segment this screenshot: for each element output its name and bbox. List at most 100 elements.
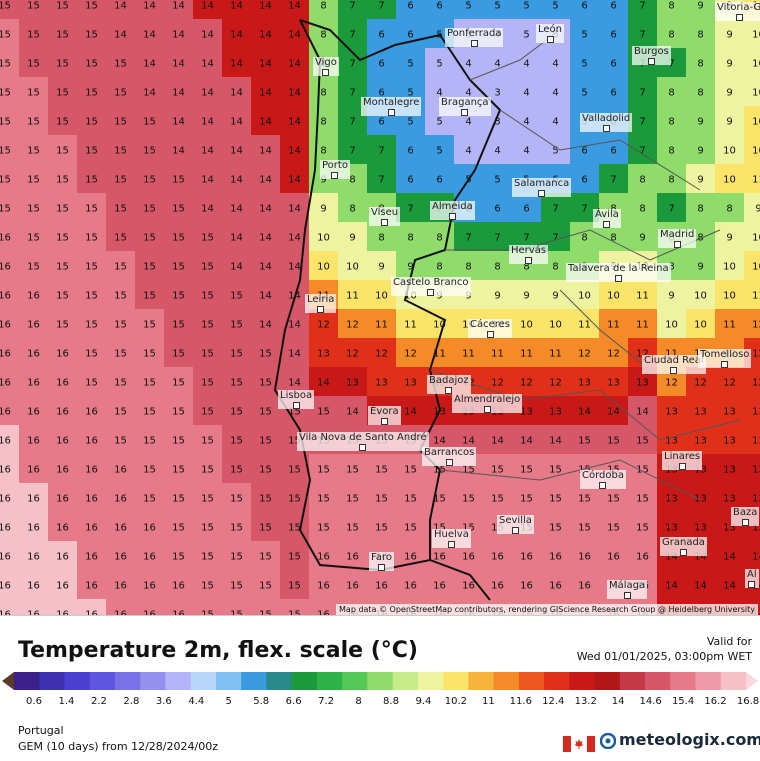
temperature-map[interactable]: 15 15 15 15 14 14 14 14 14 14 14 8 7 7 6 6 5 5 5 5 6 6 7 8 9 9 10 1… bbox=[0, 0, 760, 615]
temperature-cell bbox=[48, 512, 78, 542]
temperature-value: 16 bbox=[143, 523, 156, 534]
temperature-cell bbox=[222, 599, 252, 615]
temperature-value: 12 bbox=[665, 378, 678, 389]
scale-tick-label: 16.2 bbox=[704, 696, 727, 707]
temperature-value: 8 bbox=[407, 233, 413, 244]
temperature-value: 8 bbox=[668, 88, 674, 99]
temperature-value: 4 bbox=[552, 117, 558, 128]
city-name: Tomelloso bbox=[700, 349, 750, 360]
temperature-value: 14 bbox=[230, 30, 243, 41]
city-label-baza: Baza bbox=[731, 507, 760, 526]
temperature-value: 5 bbox=[552, 1, 558, 12]
temperature-value: 16 bbox=[0, 378, 11, 389]
temperature-value: 15 bbox=[0, 204, 11, 215]
temperature-value: 16 bbox=[85, 436, 98, 447]
temperature-cell bbox=[48, 309, 78, 339]
temperature-cell bbox=[251, 454, 281, 484]
temperature-cell bbox=[744, 19, 760, 49]
city-label-vitoria: Vitoria-G bbox=[715, 2, 760, 21]
temperature-value: 8 bbox=[436, 262, 442, 273]
temperature-cell bbox=[715, 541, 745, 571]
temperature-cell bbox=[628, 77, 658, 107]
temperature-value: 5 bbox=[436, 59, 442, 70]
temperature-cell bbox=[744, 164, 760, 194]
temperature-cell bbox=[222, 309, 252, 339]
temperature-value: 11 bbox=[433, 349, 446, 360]
temperature-value: 10 bbox=[723, 146, 736, 157]
temperature-value: 7 bbox=[349, 1, 355, 12]
temperature-cell bbox=[744, 106, 760, 136]
temperature-value: 15 bbox=[0, 117, 11, 128]
temperature-cell bbox=[106, 77, 136, 107]
temperature-cell bbox=[251, 135, 281, 165]
temperature-cell bbox=[164, 570, 194, 600]
temperature-value: 16 bbox=[143, 581, 156, 592]
temperature-cell bbox=[280, 251, 310, 281]
temperature-cell bbox=[193, 512, 223, 542]
temperature-value: 12 bbox=[607, 349, 620, 360]
temperature-value: 8 bbox=[668, 1, 674, 12]
city-name: Faro bbox=[371, 552, 392, 563]
brand-link[interactable]: meteologix.com bbox=[619, 730, 760, 749]
city-marker-icon bbox=[741, 519, 749, 526]
temperature-value: 6 bbox=[610, 30, 616, 41]
meteologix-logo-icon bbox=[600, 733, 616, 749]
temperature-value: 14 bbox=[578, 407, 591, 418]
map-attribution[interactable]: Map data © OpenStreetMap contributors, r… bbox=[336, 604, 758, 615]
temperature-cell bbox=[77, 483, 107, 513]
city-marker-icon bbox=[647, 58, 655, 65]
temperature-value: 14 bbox=[230, 204, 243, 215]
temperature-value: 15 bbox=[491, 465, 504, 476]
temperature-cell bbox=[106, 135, 136, 165]
temperature-cell bbox=[657, 135, 687, 165]
temperature-value: 5 bbox=[465, 1, 471, 12]
temperature-value: 4 bbox=[494, 146, 500, 157]
temperature-value: 5 bbox=[552, 146, 558, 157]
temperature-cell bbox=[251, 164, 281, 194]
city-marker-icon bbox=[387, 109, 395, 116]
temperature-cell bbox=[135, 48, 165, 78]
temperature-cell bbox=[628, 164, 658, 194]
temperature-value: 7 bbox=[349, 117, 355, 128]
temperature-value: 9 bbox=[755, 204, 760, 215]
temperature-value: 12 bbox=[578, 349, 591, 360]
temperature-value: 16 bbox=[0, 465, 11, 476]
city-label-barrancos: Barrancos bbox=[422, 447, 477, 466]
scale-swatch bbox=[493, 672, 520, 690]
temperature-cell bbox=[0, 48, 20, 78]
temperature-cell bbox=[657, 483, 687, 513]
temperature-value: 16 bbox=[27, 291, 40, 302]
city-label-viseu: Viseu bbox=[369, 207, 401, 226]
temperature-value: 15 bbox=[114, 291, 127, 302]
temperature-value: 15 bbox=[549, 523, 562, 534]
temperature-value: 16 bbox=[462, 552, 475, 563]
temperature-cell bbox=[222, 222, 252, 252]
temperature-cell bbox=[715, 396, 745, 426]
temperature-value: 15 bbox=[172, 552, 185, 563]
temperature-cell bbox=[0, 106, 20, 136]
scale-swatch bbox=[114, 672, 141, 690]
temperature-cell bbox=[541, 396, 571, 426]
temperature-value: 15 bbox=[317, 494, 330, 505]
temperature-value: 14 bbox=[607, 407, 620, 418]
temperature-cell bbox=[19, 425, 49, 455]
temperature-value: 7 bbox=[610, 175, 616, 186]
temperature-cell bbox=[77, 338, 107, 368]
temperature-value: 13 bbox=[607, 378, 620, 389]
temperature-cell bbox=[251, 251, 281, 281]
temperature-cell bbox=[106, 599, 136, 615]
city-marker-icon bbox=[292, 402, 300, 409]
temperature-value: 15 bbox=[114, 407, 127, 418]
temperature-value: 4 bbox=[552, 88, 558, 99]
temperature-value: 14 bbox=[172, 88, 185, 99]
temperature-value: 4 bbox=[465, 88, 471, 99]
temperature-cell bbox=[744, 483, 760, 513]
temperature-value: 15 bbox=[462, 523, 475, 534]
temperature-cell bbox=[396, 222, 426, 252]
temperature-cell bbox=[164, 48, 194, 78]
temperature-cell bbox=[48, 425, 78, 455]
temperature-cell bbox=[367, 19, 397, 49]
scale-swatch bbox=[569, 672, 596, 690]
city-marker-icon bbox=[623, 592, 631, 599]
temperature-cell bbox=[367, 164, 397, 194]
